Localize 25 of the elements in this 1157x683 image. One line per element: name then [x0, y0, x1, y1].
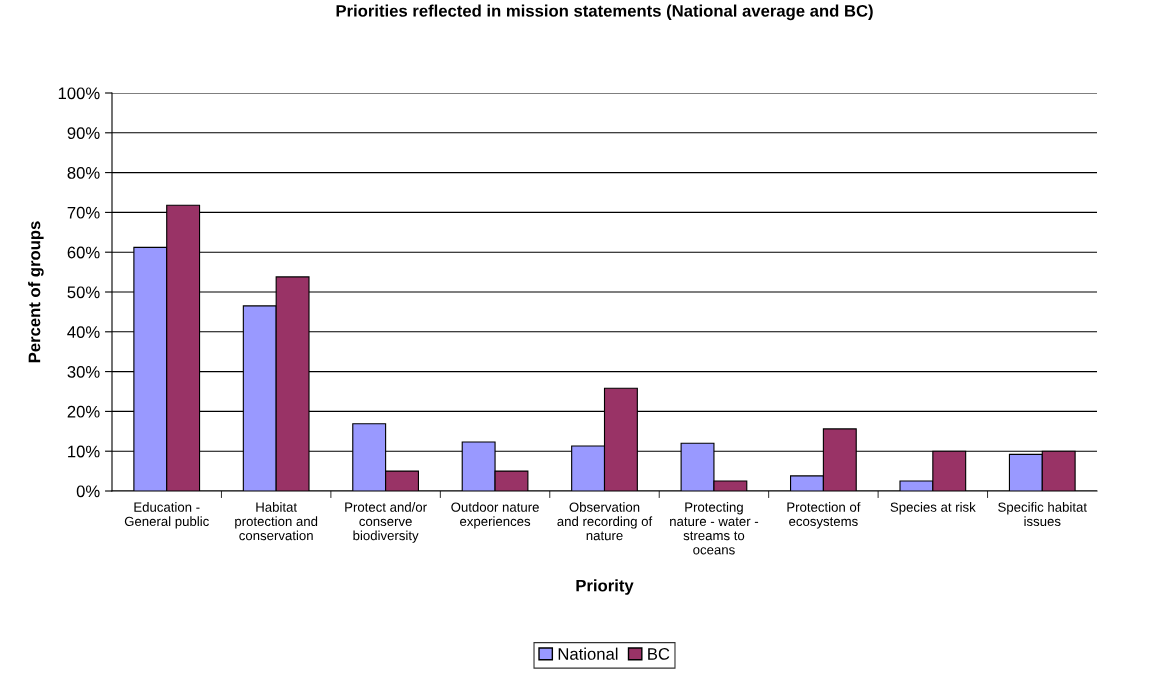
legend-label: National: [558, 647, 618, 660]
y-axis-title: Percent of groups: [28, 221, 44, 363]
x-tick-label: Habitat protection and conservation: [235, 502, 318, 541]
y-tick-label: 20%: [67, 405, 100, 418]
y-tick-label: 70%: [67, 206, 100, 219]
y-tick-label: 40%: [67, 326, 100, 338]
x-tick-label: Protect and/or conserve biodiversity: [345, 502, 427, 543]
y-tick-label: 10%: [68, 445, 100, 458]
y-tick-label: 100%: [58, 87, 100, 100]
y-tick-label: 60%: [67, 246, 100, 259]
y-tick-label: 0%: [76, 485, 100, 498]
chart-title: Priorities reflected in mission statements (National average and BC): [336, 4, 873, 21]
x-tick-label: Species at risk: [890, 502, 976, 515]
x-tick-label: Protecting nature - water - streams to oceans: [670, 502, 759, 555]
y-tick-label: 80%: [67, 167, 100, 179]
y-tick-label: 90%: [67, 127, 100, 139]
x-tick-label: Education - General public: [124, 502, 209, 529]
y-tick-label: 30%: [67, 366, 100, 378]
x-tick-label: Protection of ecosystems: [787, 502, 861, 529]
x-tick-label: Outdoor nature experiences: [451, 502, 539, 529]
y-tick-label: 50%: [67, 286, 100, 299]
legend-label: BC: [648, 648, 670, 660]
x-tick-label: Observation and recording of nature: [557, 502, 653, 541]
x-tick-label: Specific habitat issues: [998, 502, 1087, 527]
x-axis-title: Priority: [576, 579, 634, 595]
